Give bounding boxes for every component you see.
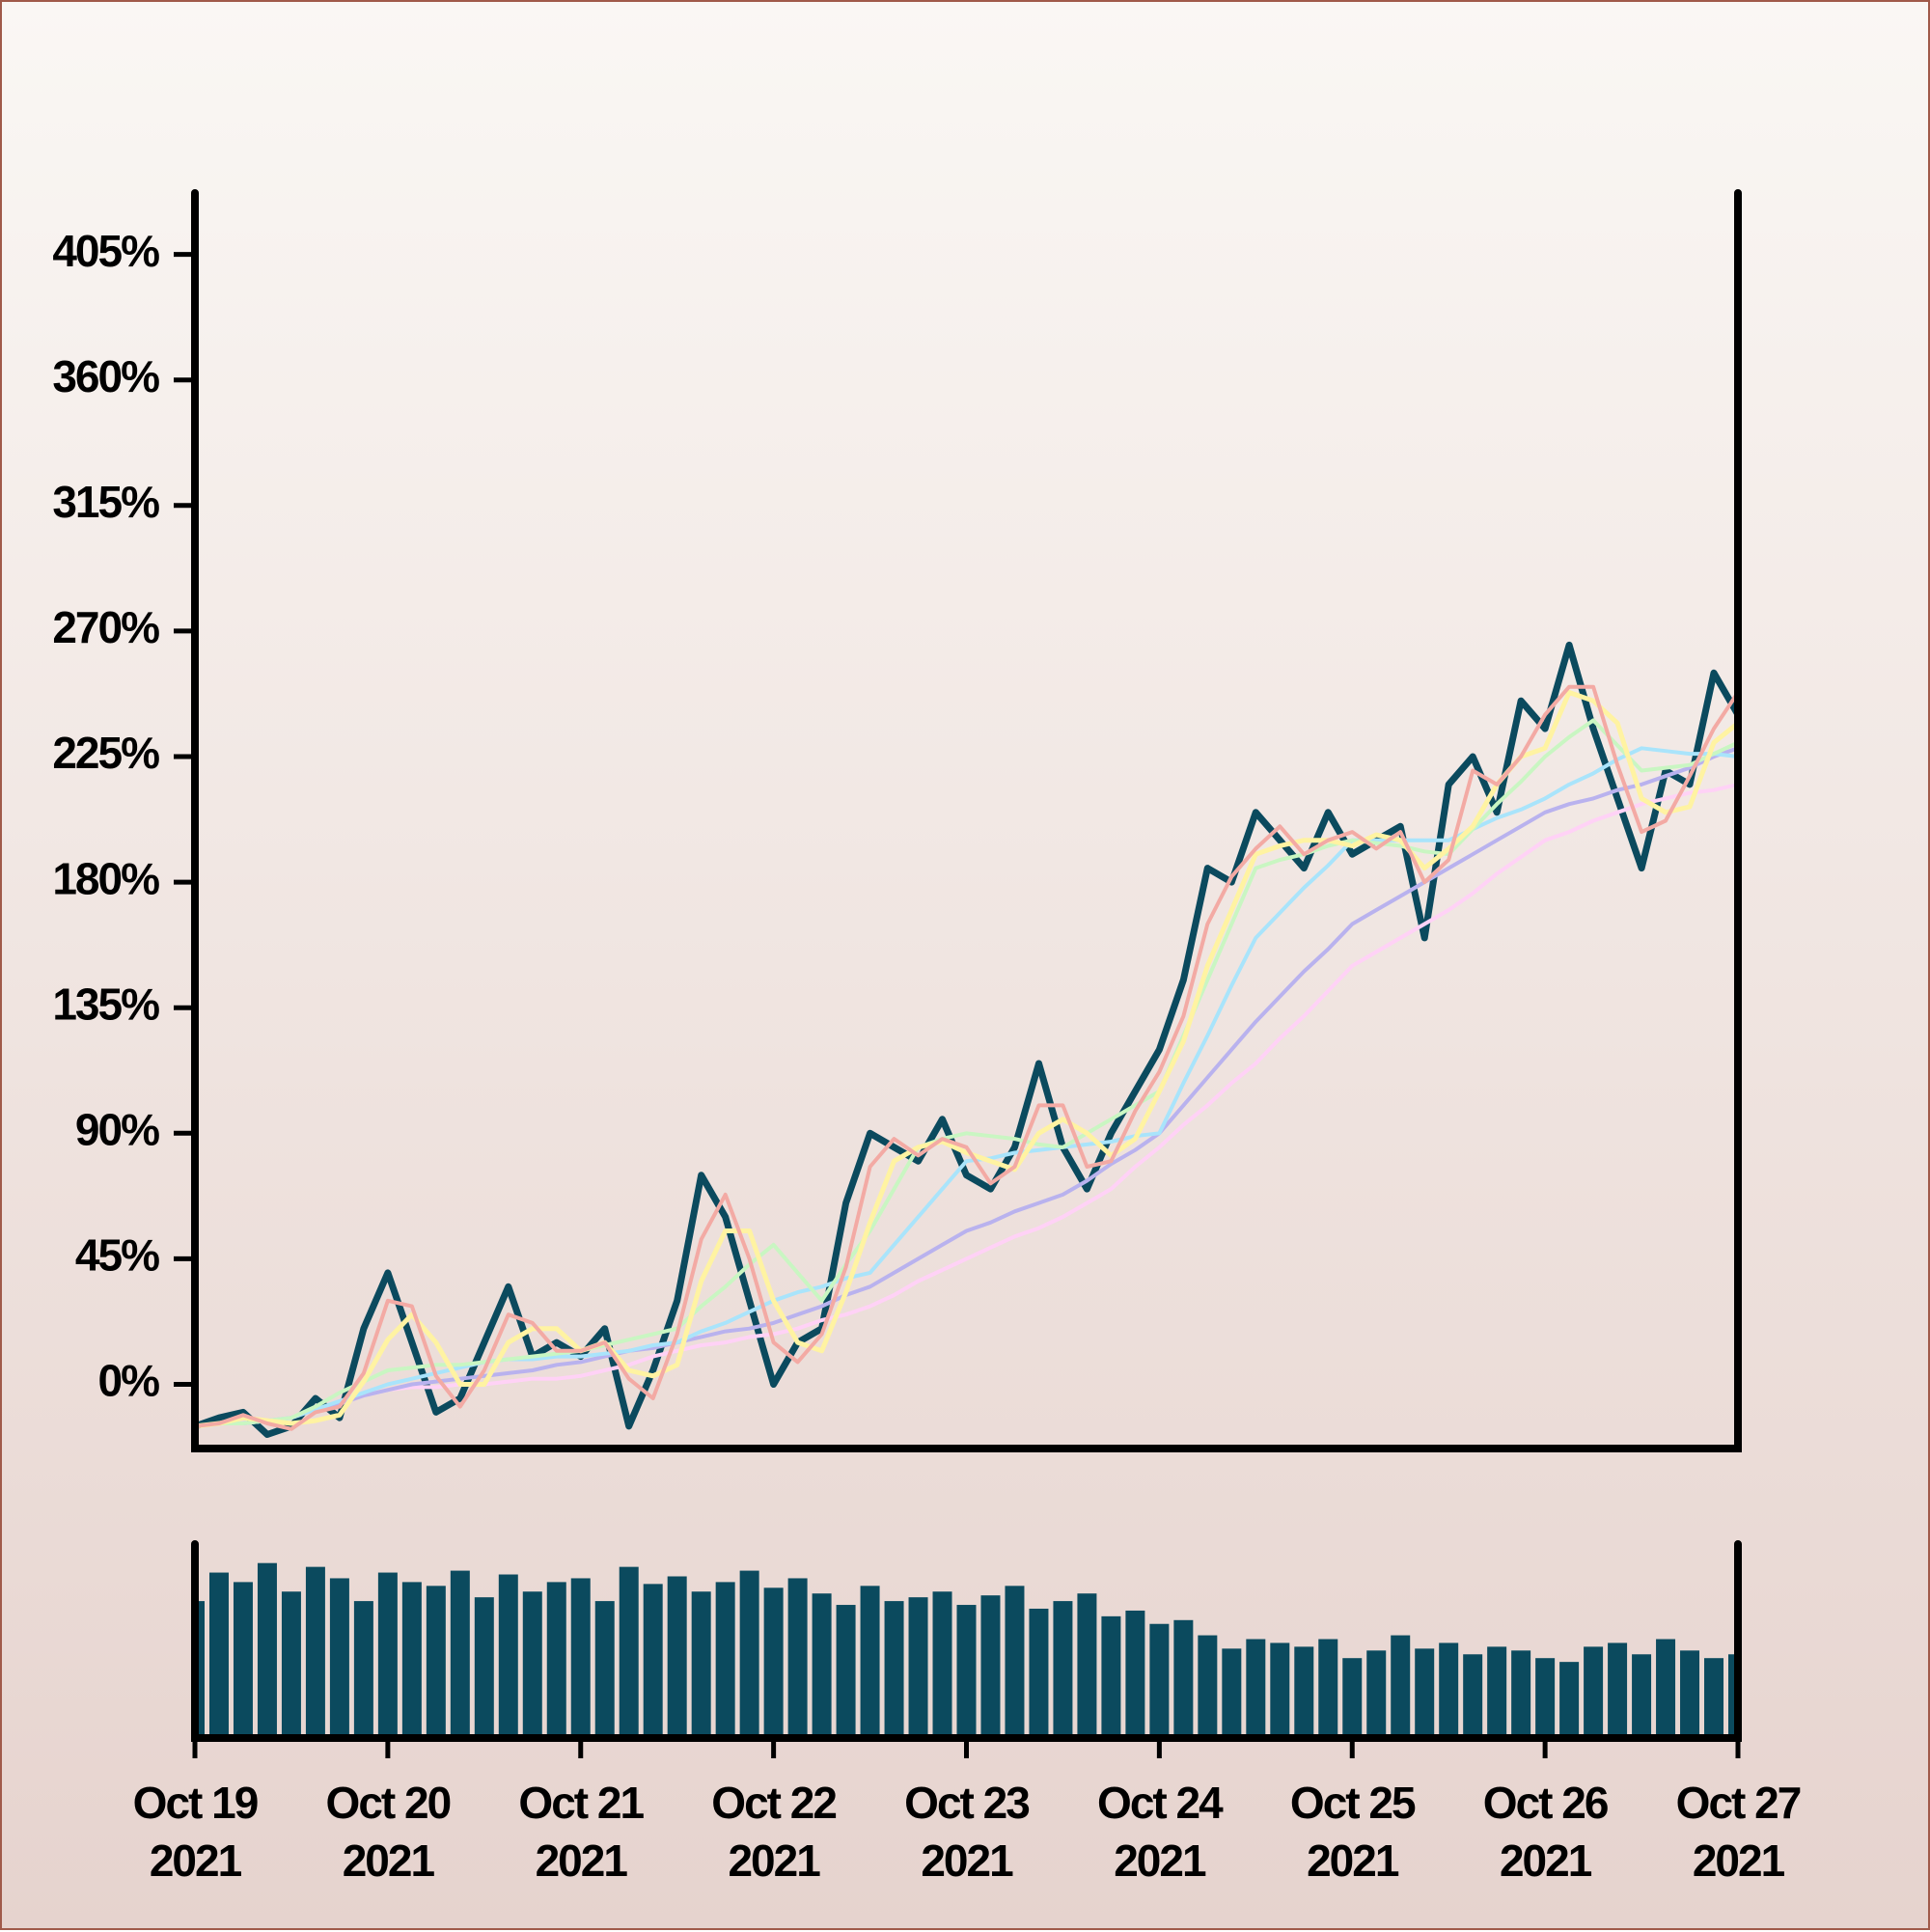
volume-bar [1728,1654,1738,1734]
volume-bar [1366,1650,1387,1734]
volume-bar [1439,1642,1459,1734]
volume-bar [1559,1662,1580,1734]
volume-bar [1198,1635,1218,1734]
plot-area [195,641,1739,1438]
volume-bar [450,1570,470,1734]
volume-bar [1101,1615,1121,1734]
volume-bar [932,1591,952,1734]
volume-bar [691,1591,711,1734]
volume-bar [1608,1642,1628,1734]
volume-bar [195,1601,205,1734]
volume-bar [1053,1601,1073,1734]
volume-bar [233,1582,253,1734]
series-line [195,684,1739,1431]
volume-bar [401,1582,422,1734]
y-tick-label: 180% [52,853,159,903]
volume-bar [1415,1648,1435,1734]
volume-bar [208,1572,229,1734]
volume-bar [1222,1648,1242,1734]
volume-bar [860,1586,880,1734]
volume-bar [1656,1639,1676,1734]
volume-bar [956,1605,977,1734]
volume-bar [1391,1635,1411,1734]
volume-bar [884,1601,904,1734]
volume-bar [643,1584,663,1734]
x-tick-label: Oct 27 2021 [1675,1778,1803,1886]
y-tick-label: 90% [75,1104,159,1154]
series-line [195,718,1739,1428]
volume-bar [1077,1593,1097,1734]
volume-bar [1680,1650,1700,1734]
volume-bar [1270,1642,1290,1734]
volume-bar [1584,1646,1604,1734]
volume-bar [1149,1623,1170,1734]
axes [174,189,1742,1758]
volume-bar [908,1597,928,1734]
series-line [195,746,1739,1428]
y-tick-label: 225% [52,728,159,778]
volume-bar [594,1601,615,1734]
x-tick-label: Oct 22 2021 [711,1778,838,1886]
series-line [195,641,1739,1438]
volume-bar [1632,1654,1652,1734]
volume-bar [667,1576,687,1734]
x-tick-label: Oct 26 2021 [1482,1778,1610,1886]
volume-bar [329,1578,349,1734]
volume-bar [281,1591,301,1734]
volume-bar [739,1570,759,1734]
volume-bar [1704,1658,1724,1734]
series-line [195,690,1739,1429]
y-tick-label: 0% [98,1356,160,1406]
volume-bar [1535,1658,1556,1734]
volume-bar [980,1595,1001,1734]
volume-bar [1318,1639,1338,1734]
volume-bar [305,1566,325,1734]
volume-bar [1511,1650,1531,1734]
volume-bar [257,1562,277,1734]
volume-bar [1463,1654,1483,1734]
main-frame [191,189,1742,1452]
volume-bar [546,1582,566,1734]
volume-bar [522,1591,542,1734]
y-tick-label: 45% [75,1230,159,1281]
y-tick-label: 360% [52,351,159,401]
y-tick-label: 135% [52,979,159,1029]
y-tick-label: 315% [52,477,159,527]
x-tick-label: Oct 20 2021 [325,1778,453,1886]
volume-bar [1246,1639,1266,1734]
x-tick-label: Oct 23 2021 [904,1778,1031,1886]
x-tick-label: Oct 21 2021 [518,1778,645,1886]
volume-bar [1342,1658,1363,1734]
volume-bar [1029,1608,1049,1734]
volume-bar [787,1578,808,1734]
volume-bar [836,1605,856,1734]
volume-bar [763,1587,784,1734]
volume-bar [1125,1610,1145,1734]
volume-bar [570,1578,591,1734]
volume-area [195,1562,1738,1734]
volume-bar [1487,1646,1507,1734]
volume-bar [377,1572,398,1734]
series-line [195,782,1739,1428]
volume-bar [474,1597,494,1734]
volume-bar [812,1593,832,1734]
volume-bar [498,1574,518,1734]
volume-bar [1173,1619,1194,1734]
x-tick-label: Oct 25 2021 [1289,1778,1417,1886]
x-tick-label: Oct 24 2021 [1097,1778,1224,1886]
volume-bar [1294,1646,1314,1734]
volume-bar [715,1582,735,1734]
y-tick-label: 405% [52,226,159,276]
volume-bar [619,1566,639,1734]
x-tick-label: Oct 19 2021 [132,1778,260,1886]
volume-bar [1005,1586,1025,1734]
series-line [195,746,1739,1428]
y-tick-label: 270% [52,602,159,652]
volume-bar [353,1601,373,1734]
volume-bar [426,1586,446,1734]
